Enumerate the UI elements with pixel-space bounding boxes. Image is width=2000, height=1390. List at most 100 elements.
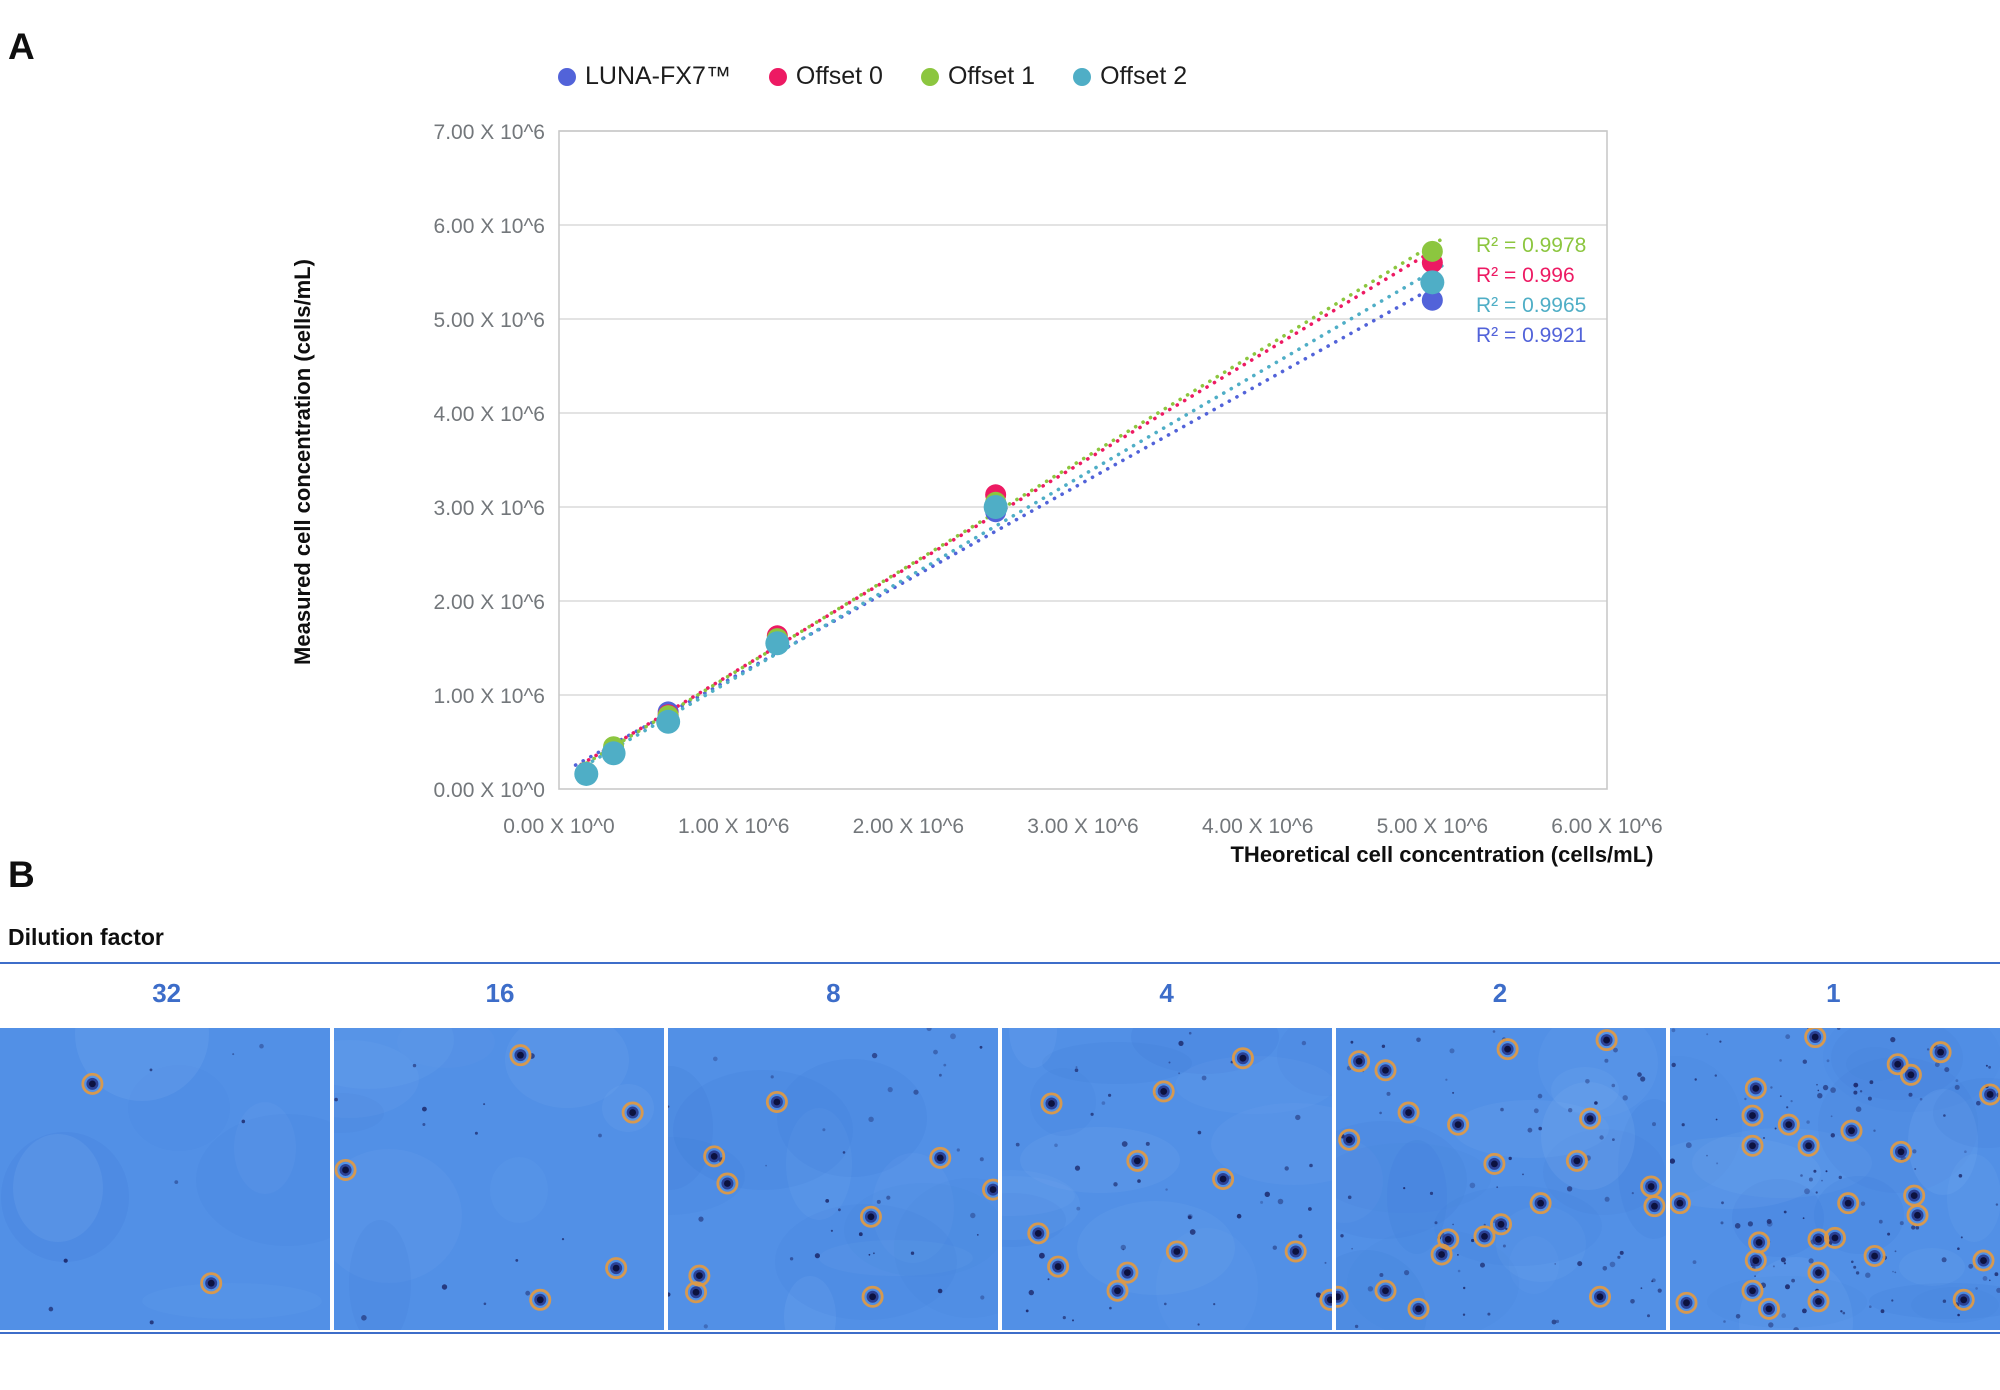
cell-core [869, 1293, 876, 1301]
debris-speck [886, 1195, 891, 1200]
debris-speck [1808, 1258, 1814, 1264]
field-shading [196, 1114, 330, 1246]
debris-speck [1851, 1260, 1854, 1264]
field-shading [1277, 1028, 1332, 1096]
debris-speck [1260, 1200, 1264, 1204]
cell-core [1336, 1293, 1342, 1301]
debris-speck [1837, 1028, 1841, 1030]
counted-cell-marker [929, 1146, 952, 1169]
field-shading [1002, 1176, 1075, 1216]
debris-speck [1791, 1278, 1795, 1283]
count-circle-icon [1027, 1222, 1050, 1245]
count-circle-icon [1823, 1226, 1846, 1249]
y-tick-label: 1.00 X 10^6 [434, 685, 545, 708]
y-tick-label: 5.00 X 10^6 [434, 309, 545, 332]
field-shading [1670, 1056, 1742, 1194]
cell-core [692, 1288, 700, 1296]
debris-speck [1315, 1292, 1321, 1298]
debris-speck [1995, 1203, 1999, 1206]
counted-cell-marker [1807, 1228, 1830, 1251]
debris-speck [1880, 1309, 1885, 1314]
debris-speck [765, 1164, 767, 1167]
count-circle-icon [1889, 1140, 1912, 1163]
debris-speck [1340, 1234, 1344, 1238]
debris-speck [1865, 1272, 1871, 1278]
counted-cell-marker [1744, 1249, 1767, 1272]
counted-cell-marker [81, 1072, 104, 1095]
micrograph-dilution-16 [334, 1028, 664, 1330]
data-point [1420, 270, 1445, 295]
field-shading [1496, 1206, 1586, 1282]
field-shading [1002, 1193, 1066, 1247]
cell-core [1897, 1148, 1905, 1156]
counted-cell-marker [1899, 1063, 1922, 1086]
counted-cell-marker [1741, 1279, 1764, 1302]
count-circle-icon [1807, 1228, 1830, 1251]
debris-speck [1912, 1149, 1917, 1154]
count-circle-icon [1906, 1204, 1929, 1227]
debris-speck [979, 1045, 983, 1049]
count-circle-icon [1407, 1297, 1430, 1320]
debris-speck [1298, 1234, 1303, 1239]
field-shading [490, 1157, 548, 1223]
debris-speck [1878, 1219, 1883, 1224]
debris-speck [1681, 1123, 1685, 1127]
count-circle-icon [1212, 1167, 1235, 1190]
debris-speck [1982, 1276, 1988, 1281]
field-shading [844, 1183, 998, 1277]
legend-item-0: LUNA-FX7™ [558, 62, 731, 91]
count-circle-icon [81, 1072, 104, 1095]
debris-speck [1076, 1206, 1081, 1211]
debris-speck [412, 1063, 417, 1068]
debris-speck [1533, 1108, 1539, 1114]
debris-speck [1075, 1066, 1078, 1069]
debris-speck [1101, 1101, 1106, 1105]
debris-speck [1640, 1076, 1646, 1082]
field-shading [142, 1283, 322, 1319]
cell-core [89, 1080, 96, 1088]
debris-speck [149, 1320, 154, 1325]
cell-core [1219, 1175, 1227, 1183]
debris-speck [1386, 1091, 1391, 1096]
debris-speck [1505, 1227, 1508, 1230]
debris-speck [1554, 1263, 1556, 1265]
count-circle-icon [509, 1044, 532, 1067]
debris-speck [1137, 1179, 1141, 1183]
cell-core [1894, 1060, 1902, 1068]
debris-speck [1826, 1059, 1830, 1063]
data-point [765, 631, 790, 656]
count-circle-icon [1284, 1240, 1307, 1263]
legend-item-2: Offset 1 [920, 62, 1035, 91]
debris-speck [1630, 1299, 1635, 1304]
debris-speck [887, 1087, 893, 1093]
data-points-Offset 1 [575, 240, 1443, 783]
debris-speck [1783, 1210, 1787, 1214]
count-circle-icon [1165, 1240, 1188, 1263]
field-shading [819, 1240, 973, 1276]
debris-speck [1145, 1141, 1150, 1146]
count-circle-icon [200, 1272, 223, 1295]
debris-speck [814, 1253, 820, 1259]
counted-cell-marker [1407, 1297, 1430, 1320]
debris-speck [1555, 1319, 1560, 1324]
debris-speck [174, 1180, 179, 1184]
debris-speck [483, 1103, 486, 1106]
legend-dot-icon [1073, 67, 1092, 86]
cell-core [695, 1272, 703, 1280]
field-shading [505, 1028, 629, 1108]
cell-core [1907, 1071, 1915, 1079]
micrograph-dilution-8 [668, 1028, 998, 1330]
count-circle-icon [1863, 1245, 1886, 1268]
debris-speck [1968, 1263, 1974, 1269]
debris-speck [825, 1199, 830, 1203]
count-circle-icon [1231, 1047, 1254, 1070]
debris-speck [1308, 1207, 1312, 1211]
count-circle-icon [982, 1178, 998, 1201]
r2-label: R² = 0.9978 [1476, 234, 1587, 257]
debris-speck [1657, 1288, 1662, 1293]
debris-speck [1164, 1302, 1167, 1306]
debris-speck [1611, 1083, 1616, 1088]
counted-cell-marker [982, 1178, 998, 1201]
debris-speck [1817, 1093, 1823, 1099]
debris-speck [1670, 1158, 1676, 1164]
